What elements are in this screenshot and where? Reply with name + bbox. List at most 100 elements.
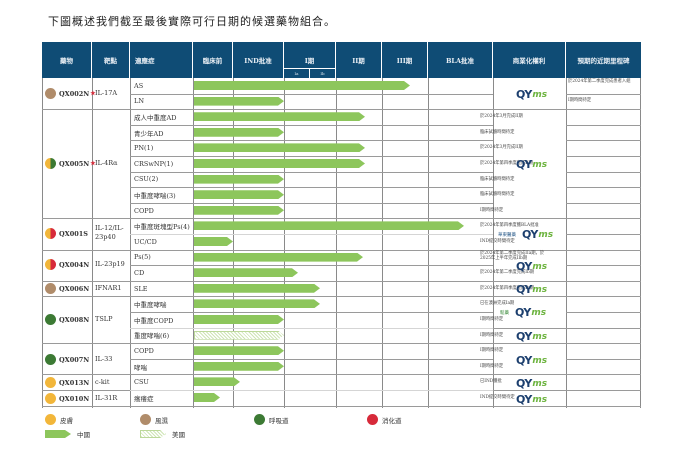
drug-name: QX007N [59,355,90,364]
qyuns-logo: QY ms [516,88,547,101]
progress-bar [194,159,365,168]
row-divider [566,171,641,173]
legend-respiratory: 呼吸道 [254,414,289,425]
milestone: I期時間待定 [568,98,592,103]
qyuns-logo: QY ms [516,354,547,367]
drug-qx013n: QX013N [45,377,89,388]
milestone: I期時間待定 [480,363,504,369]
indication: CRSwNP(1) [134,159,174,168]
logo-text: ms [532,378,548,389]
row-divider [130,202,493,204]
header-phase1a: Ia [284,68,310,78]
qyuns-logo: QY ms [516,283,547,296]
target-label: IL-12/IL-23p40 [95,224,124,241]
target-label: IFNAR1 [95,284,122,292]
rheum-dot-icon [45,88,56,99]
header-phase3: III期 [382,42,428,78]
indication: 中重度斑塊型Ps(4) [134,223,190,232]
drug-qx001s: QX001S [45,228,88,239]
logo-text: QY [516,330,532,343]
milestone: 臨床試驗時間待定 [480,192,515,198]
table-row: CD 於2024年第二季度完成Ib期 [42,265,641,281]
row-divider [566,140,641,142]
logo-text: ms [532,261,548,272]
grid-line [42,78,43,408]
progress-bar [194,268,298,277]
progress-bar [194,221,464,230]
progress-bar [194,190,284,199]
milestone: 已IND獲批 [480,379,502,385]
logo-text: QY [516,393,532,406]
milestone: 於2024年3月完成II期 [480,145,523,151]
drug-qx005n: QX005N ★ [45,158,96,169]
group-divider [42,406,641,407]
drug-name: QX008N [59,315,90,324]
milestone: I期時間待定 [480,348,504,354]
drug-qx004n: QX004N [45,259,89,270]
table-row: UC/CD IND提交時間待定 [42,234,641,250]
row-divider [130,358,493,360]
row-divider [130,171,493,173]
table-row: COPD I期時間待定 [42,203,641,219]
group-divider [42,109,641,111]
header-drug: 藥物 [42,42,92,78]
row-divider [566,265,641,267]
table-row: CRSwNP(1) 於2024年第四季度完成II期 [42,156,641,172]
indication: COPD [134,206,154,215]
table-row: 中重度哮喘(3) 臨床試驗時間待定 [42,187,641,203]
drug-name: QX001S [59,229,88,238]
grid-line [336,78,337,408]
header-phase1: I期 [284,42,336,78]
milestone: 於2024年第四季度獲BLA批准 [480,223,539,229]
rights-logos: 鬆藥 QY ms [500,306,546,319]
logo-text: QY [516,158,532,171]
progress-bar [194,346,284,355]
respiratory-dot-icon [254,414,265,425]
header-preclinical: 臨床前 [193,42,233,78]
row-divider [566,187,641,189]
logo-text: ms [532,159,548,170]
progress-bar [194,81,410,90]
drug-qx008n: QX008N [45,314,89,325]
milestone: 臨床試驗時間待定 [480,176,515,182]
group-divider [42,343,641,345]
intro-text: 下圖概述我們截至最後實際可行日期的候選藥物組合。 [48,15,336,28]
milestone: I期時間待定 [480,207,504,213]
china-bar-icon [45,430,71,438]
row-divider [566,358,641,360]
milestone: 於2024年第四季度完成II期 [480,161,534,166]
header-bla: BLA批准 [428,42,493,78]
progress-bar [194,175,284,184]
row-divider [566,156,641,157]
legend-digestive: 消化道 [367,414,402,425]
row-divider [130,327,493,329]
logo-text: QY [522,228,538,241]
table-row: Ps(5) 於2024年第二季度完成IIa期，於2025年上半年完成IIb期 [42,250,641,266]
milestone: 於2024年3月完成II期 [480,114,523,120]
progress-bar-us [194,331,284,340]
header-target: 靶點 [92,42,130,78]
drug-qx010n: QX010N [45,393,89,404]
indication: PN(1) [134,144,154,153]
logo-text: QY [516,260,532,273]
milestone: 臨床試驗時間待定 [480,129,515,135]
table-row: SLE 於2024年第四季度完成Ib期 [42,281,641,297]
grid-line [428,78,429,408]
drug-name: QX002N [59,89,90,98]
skin-respiratory-dot-icon [45,158,56,169]
group-divider [42,249,641,251]
logo-text: ms [532,331,548,342]
row-divider [493,390,641,391]
milestone: 已在澳洲完成Ia期 [480,301,515,307]
header-rights: 商業化權利 [493,42,566,78]
grid-line [284,78,285,408]
table-row: AS [42,78,641,94]
grid-line [640,78,641,408]
row-divider [566,93,641,95]
indication: Ps(5) [134,253,151,262]
progress-bar [194,206,284,215]
row-divider [130,124,493,126]
indication: 哮喘 [134,363,147,372]
drug-name: QX006N [59,284,90,293]
row-divider [130,156,493,157]
